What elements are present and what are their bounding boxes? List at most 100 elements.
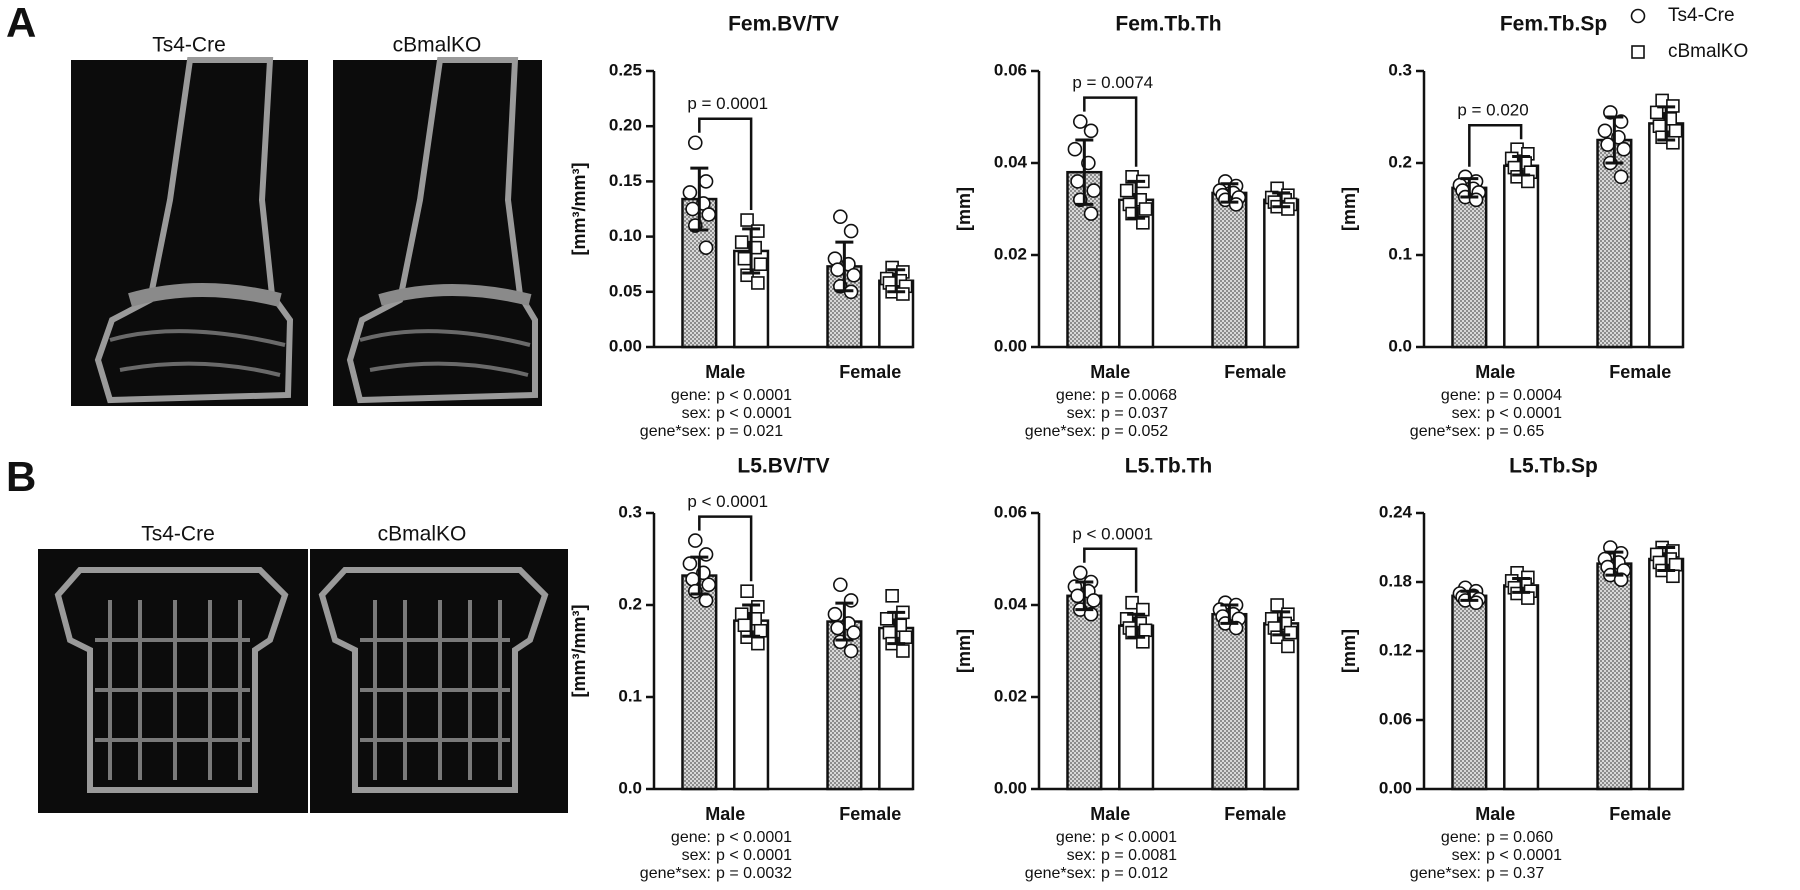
legend-marker <box>1630 8 1646 24</box>
data-point <box>1668 124 1683 138</box>
y-tick-label: 0.24 <box>1379 502 1413 521</box>
y-axis-label: [mm] <box>954 187 974 231</box>
stat-term: sex: <box>1452 847 1481 864</box>
error-bar <box>1460 177 1479 199</box>
data-point <box>1521 174 1535 189</box>
data-point <box>1613 169 1629 185</box>
data-point <box>687 533 703 548</box>
panel-label: B <box>6 453 36 500</box>
image-caption: cBmalKO <box>393 34 482 57</box>
stat-term: gene*sex: <box>640 865 711 882</box>
x-tick-label: Male <box>1475 362 1515 382</box>
stat-term: gene*sex: <box>1410 423 1481 440</box>
significance-bracket <box>1083 96 1138 167</box>
y-tick-label: 0.0 <box>1388 336 1412 355</box>
legend-marker <box>1631 45 1645 59</box>
stat-term: sex: <box>1067 847 1096 864</box>
y-tick-label: 0.2 <box>618 594 642 613</box>
y-tick-label: 0.02 <box>994 244 1027 263</box>
x-tick-label: Female <box>1609 362 1671 382</box>
data-point <box>898 630 913 645</box>
stat-term: gene: <box>1056 829 1096 846</box>
error-bar <box>835 240 854 293</box>
stat-term: gene*sex: <box>1410 865 1481 882</box>
y-tick-label: 0.3 <box>1388 60 1412 79</box>
microct-image <box>38 549 308 813</box>
y-axis-label: [mm³/mm³] <box>569 605 589 698</box>
data-point <box>701 207 717 222</box>
significance-label: p = 0.0074 <box>1072 73 1153 92</box>
error-bar <box>1272 191 1291 209</box>
y-tick-label: 0.1 <box>1388 244 1412 263</box>
stat-value: p = 0.65 <box>1486 423 1544 440</box>
panel-label: A <box>6 0 36 46</box>
y-tick-label: 0.15 <box>609 171 642 190</box>
stat-term: sex: <box>1067 405 1096 422</box>
y-tick-label: 0.00 <box>609 336 642 355</box>
x-tick-label: Male <box>705 804 745 824</box>
data-point <box>698 174 714 189</box>
data-point <box>1468 595 1484 611</box>
y-tick-label: 0.04 <box>994 594 1028 613</box>
stat-value: p < 0.0001 <box>716 847 792 864</box>
legend-label: cBmalKO <box>1668 41 1748 62</box>
data-point <box>751 600 765 614</box>
data-point <box>1228 197 1244 212</box>
data-point <box>833 577 848 593</box>
data-point <box>682 556 698 571</box>
data-point <box>1600 137 1615 152</box>
x-tick-label: Male <box>1090 804 1130 824</box>
data-point <box>1086 183 1102 198</box>
y-tick-label: 0.04 <box>994 152 1028 171</box>
error-bar <box>1605 550 1624 577</box>
data-point <box>698 547 714 562</box>
significance-label: p < 0.0001 <box>687 492 768 511</box>
x-tick-label: Female <box>1224 804 1286 824</box>
bar <box>1211 612 1248 791</box>
stat-value: p < 0.0001 <box>716 405 792 422</box>
bar <box>1118 624 1155 791</box>
data-point <box>753 623 768 638</box>
bar <box>1263 198 1300 349</box>
bar <box>1648 122 1685 349</box>
bar <box>681 574 718 791</box>
data-point <box>879 611 894 626</box>
significance-bracket <box>698 117 753 211</box>
microct-image <box>333 57 542 406</box>
data-point <box>1281 202 1295 216</box>
data-point <box>1070 588 1085 604</box>
error-bar <box>1657 105 1676 142</box>
data-point <box>830 262 845 278</box>
bar-chart: L5.BV/TV [mm³/mm³] 0.0 0.1 0.2 0.3 Male Female p… <box>569 455 915 882</box>
data-point <box>734 235 749 249</box>
x-tick-label: Male <box>1475 804 1515 824</box>
data-point <box>1086 593 1102 608</box>
x-tick-label: Male <box>1090 362 1130 382</box>
data-point <box>896 644 910 658</box>
microct-image <box>310 549 568 813</box>
data-point <box>1138 623 1153 638</box>
y-tick-label: 0.18 <box>1379 571 1412 590</box>
stat-value: p = 0.012 <box>1101 865 1168 882</box>
image-caption: cBmalKO <box>378 523 467 546</box>
data-point <box>1652 119 1667 133</box>
legend-label: Ts4-Cre <box>1668 5 1735 26</box>
data-point <box>685 571 700 587</box>
stat-value: p = 0.052 <box>1101 423 1168 440</box>
significance-bracket <box>698 515 753 582</box>
stat-term: gene*sex: <box>640 423 711 440</box>
bar <box>1211 191 1248 349</box>
data-point <box>1072 114 1088 129</box>
data-point <box>1070 174 1085 189</box>
data-point <box>1138 202 1153 216</box>
stat-value: p < 0.0001 <box>716 829 792 846</box>
error-bar <box>835 601 854 642</box>
error-bar <box>1127 179 1146 220</box>
bar-chart: Fem.Tb.Th [mm] 0.00 0.02 0.04 0.06 Male Female p… <box>954 13 1300 440</box>
error-bar <box>1657 546 1676 572</box>
x-tick-label: Female <box>1609 804 1671 824</box>
significance-label: p < 0.0001 <box>1072 524 1153 543</box>
bar <box>1503 164 1540 349</box>
x-tick-label: Female <box>1224 362 1286 382</box>
data-point <box>1668 557 1683 572</box>
